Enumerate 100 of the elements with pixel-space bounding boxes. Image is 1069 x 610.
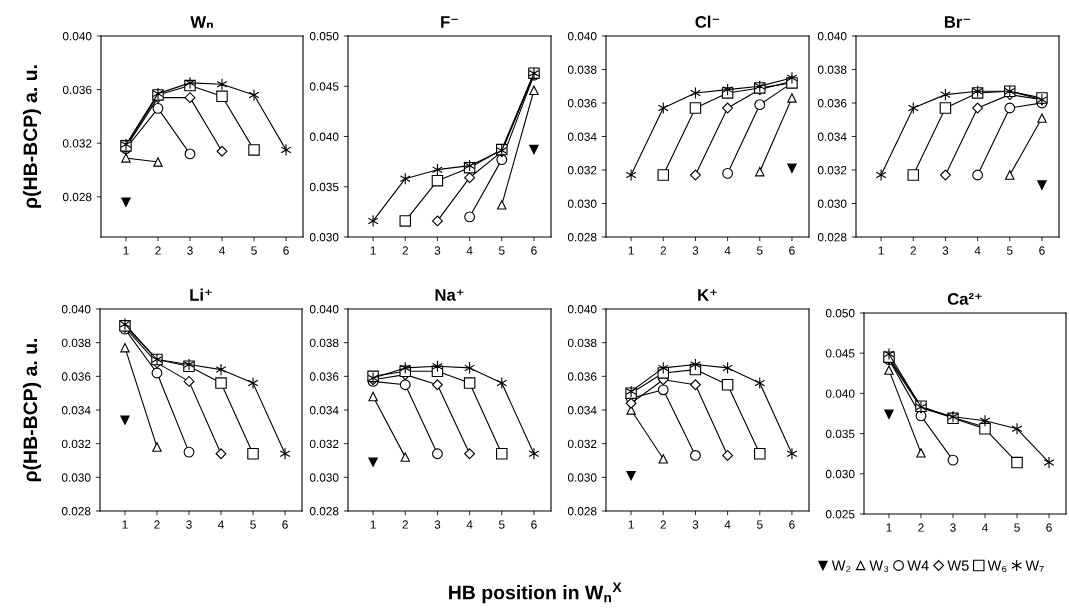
x-tick-label: 4 [219,246,225,255]
x-tick-label: 3 [692,520,699,529]
x-tick-label: 4 [974,246,981,255]
x-tick-label: 4 [466,246,473,255]
y-tick-label: 0.030 [309,233,339,242]
x-tick-label: 4 [218,520,224,529]
x-tick-label: 6 [1039,246,1045,255]
x-tick-label: 1 [122,520,128,529]
y-tick-label: 0.028 [61,507,91,516]
y-tick-label: 0.045 [825,349,855,358]
y-tick-label: 0.032 [62,139,92,148]
chart-title: K⁺ [698,289,717,301]
y-tick-label: 0.032 [61,439,91,449]
y-tick-label: 0.036 [62,85,92,94]
y-tick-label: 0.034 [567,406,597,415]
y-tick-label: 0.030 [61,473,91,482]
y-tick-label: 0.040 [61,305,91,314]
y-tick-label: 0.034 [567,132,597,141]
y-tick-label: 0.040 [309,305,339,314]
x-tick-label: 5 [250,520,256,529]
y-tick-label: 0.038 [309,338,339,348]
x-tick-label: 1 [370,520,376,529]
chart-title: Br⁻ [944,16,971,28]
chart-title: Wₙ [190,16,213,28]
x-tick-label: 5 [756,520,763,529]
y-tick-label: 0.036 [61,372,91,381]
x-tick-label: 6 [282,520,288,529]
legend-label: W5 [947,560,969,571]
y-tick-label: 0.028 [567,507,597,516]
x-axis-title: HB position in W$_{n}$$^{X}$ [449,582,622,604]
x-tick-label: 3 [434,246,441,255]
y-tick-label: 0.040 [309,132,339,141]
x-tick-label: 2 [402,246,408,255]
chart-title: Li⁺ [190,288,212,301]
y-tick-label: 0.034 [61,406,91,415]
y-tick-label: 0.036 [567,372,597,381]
x-tick-label: 3 [187,246,193,255]
x-tick-label: 1 [123,246,129,255]
y-tick-label: 0.036 [817,99,847,108]
x-tick-label: 2 [910,246,916,255]
y-tick-label: 0.028 [567,233,597,242]
chart-title: F⁻ [441,16,458,28]
y-tick-label: 0.025 [825,510,855,519]
x-tick-label: 4 [724,246,731,255]
x-tick-label: 5 [498,520,505,529]
x-tick-label: 3 [942,246,949,255]
y-tick-label: 0.030 [817,199,847,208]
x-tick-label: 2 [660,520,666,529]
y-tick-label: 0.040 [567,305,597,314]
legend-label: W4 [907,560,929,571]
x-tick-label: 4 [466,520,473,529]
x-tick-label: 5 [1014,523,1020,532]
x-tick-label: 6 [283,246,289,255]
y-tick-label: 0.032 [309,439,339,449]
y-tick-label: 0.028 [62,192,92,202]
y-tick-label: 0.040 [817,32,847,41]
legend-label: W₇ [1025,560,1044,572]
x-tick-label: 1 [628,246,634,255]
y-axis-title: ρ(HB-BCP) a. u. [22,65,42,208]
x-tick-label: 2 [155,246,161,255]
chart-title: Cl⁻ [695,15,720,28]
x-tick-label: 3 [434,520,441,529]
y-tick-label: 0.028 [309,507,339,516]
y-tick-label: 0.035 [825,429,855,438]
y-tick-label: 0.036 [567,99,597,108]
x-tick-label: 2 [918,523,924,532]
x-tick-label: 1 [886,523,892,532]
x-tick-label: 3 [186,520,192,529]
y-tick-label: 0.034 [817,132,847,141]
x-tick-label: 2 [154,520,160,529]
x-tick-label: 6 [789,520,795,529]
y-tick-label: 0.030 [309,473,339,482]
y-tick-label: 0.035 [309,182,339,192]
y-tick-label: 0.040 [825,389,855,398]
y-tick-label: 0.036 [309,372,339,381]
x-tick-label: 5 [498,246,505,255]
y-tick-label: 0.050 [309,32,339,41]
y-tick-label: 0.045 [309,82,339,91]
y-tick-label: 0.038 [817,65,847,74]
x-tick-label: 5 [756,246,763,255]
chart-title: Na⁺ [435,289,464,301]
x-tick-label: 2 [660,246,666,255]
x-tick-label: 6 [531,520,537,529]
y-tick-label: 0.030 [825,469,855,479]
y-tick-label: 0.030 [567,199,597,208]
y-axis-title: ρ(HB-BCP) a. u. [22,338,42,482]
y-tick-label: 0.032 [817,166,847,175]
x-tick-label: 2 [402,520,408,529]
y-tick-label: 0.034 [309,406,339,415]
legend-label: W₃ [869,560,889,572]
x-tick-label: 6 [1046,523,1052,532]
y-tick-label: 0.030 [567,473,597,482]
x-tick-label: 4 [982,523,988,532]
y-tick-label: 0.040 [567,32,597,41]
x-tick-label: 1 [628,520,634,529]
y-tick-label: 0.032 [567,439,597,449]
x-tick-label: 5 [251,246,257,255]
x-tick-label: 4 [724,520,731,529]
y-tick-label: 0.028 [817,233,847,242]
x-tick-label: 3 [950,523,956,532]
